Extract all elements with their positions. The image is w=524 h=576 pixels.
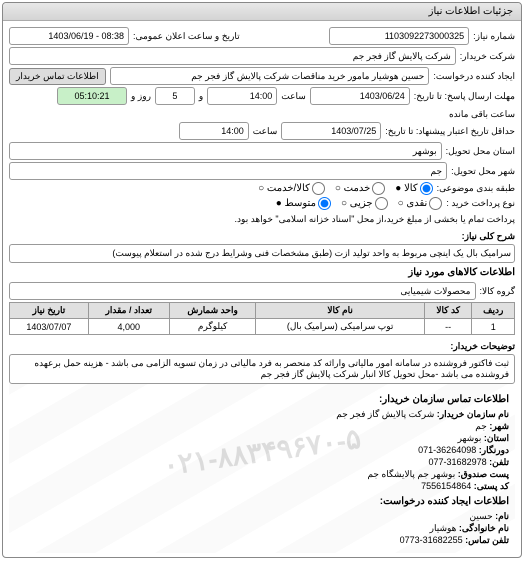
pay-medium[interactable]: متوسط ● <box>276 197 331 210</box>
group-label: گروه کالا: <box>480 286 515 297</box>
desc-label: شرح کلی نیاز: <box>462 231 515 242</box>
org-name-line: نام سازمان خریدار: شرکت پالایش گاز فجر ج… <box>15 409 509 420</box>
goods-title: اطلاعات کالاهای مورد نیاز <box>9 267 515 278</box>
deadline-date-field[interactable] <box>310 87 410 105</box>
validity-time-label: ساعت <box>253 126 278 137</box>
grouping-service[interactable]: خدمت ○ <box>335 182 385 195</box>
grouping-radios: کالا ● خدمت ○ کالا/خدمت ○ <box>258 182 433 195</box>
req-no-label: شماره نیاز: <box>473 31 515 42</box>
table-header-row: ردیف کد کالا نام کالا واحد شمارش تعداد /… <box>10 303 515 319</box>
city-field[interactable] <box>9 162 447 180</box>
col-name: نام کالا <box>256 303 424 319</box>
notes-box: ثبت فاکتور فروشنده در سامانه امور مالیات… <box>9 354 515 384</box>
notes-label: توضیحات خریدار: <box>450 341 515 352</box>
buyer-company-label: شرکت خریدار: <box>460 51 515 62</box>
creator-field[interactable] <box>110 67 430 85</box>
group-field[interactable] <box>9 282 476 300</box>
province-field[interactable] <box>9 142 442 160</box>
goods-table: ردیف کد کالا نام کالا واحد شمارش تعداد /… <box>9 302 515 335</box>
org-fax-line: دورنگار: 36264098-071 <box>15 445 509 456</box>
desc-box: سرامیک بال یک اینچی مربوط به واحد تولید … <box>9 244 515 263</box>
col-qty: تعداد / مقدار <box>88 303 169 319</box>
org-info-section: اطلاعات تماس سازمان خریدار: نام سازمان خ… <box>9 384 515 553</box>
creator-tel-line: تلفن تماس: 31682255-0773 <box>15 535 509 546</box>
cell-code: -- <box>424 319 472 335</box>
panel-body: شماره نیاز: تاریخ و ساعت اعلان عمومی: شر… <box>3 21 521 557</box>
col-unit: واحد شمارش <box>169 303 256 319</box>
days-field[interactable] <box>155 87 195 105</box>
grouping-goods[interactable]: کالا ● <box>395 182 432 195</box>
org-province-line: استان: بوشهر <box>15 433 509 444</box>
cell-date: 1403/07/07 <box>10 319 89 335</box>
cell-idx: 1 <box>472 319 515 335</box>
org-postbox-line: پست صندوق: بوشهر جم پالایشگاه جم <box>15 469 509 480</box>
cell-qty: 4,000 <box>88 319 169 335</box>
details-panel: جزئیات اطلاعات نیاز شماره نیاز: تاریخ و … <box>2 2 522 558</box>
pay-radios: نقدی ○ جزیی ○ متوسط ● <box>276 197 443 210</box>
validity-time-field[interactable] <box>179 122 249 140</box>
grouping-both[interactable]: کالا/خدمت ○ <box>258 182 325 195</box>
org-postcode-line: کد پستی: 7556154864 <box>15 481 509 492</box>
announce-field[interactable] <box>9 27 129 45</box>
announce-label: تاریخ و ساعت اعلان عمومی: <box>133 31 240 42</box>
days-label: روز و <box>131 91 151 102</box>
deadline-label: مهلت ارسال پاسخ: تا تاریخ: <box>414 91 515 102</box>
pay-cash[interactable]: نقدی ○ <box>398 197 443 210</box>
pay-note: پرداخت تمام یا بخشی از مبلغ خرید،از محل … <box>235 214 515 225</box>
buyer-company-field[interactable] <box>9 47 456 65</box>
col-date: تاریخ نیاز <box>10 303 89 319</box>
pay-partial[interactable]: جزیی ○ <box>341 197 388 210</box>
deadline-time-field[interactable] <box>207 87 277 105</box>
col-row: ردیف <box>472 303 515 319</box>
creator-label: ایجاد کننده درخواست: <box>433 71 515 82</box>
city-label: شهر محل تحویل: <box>451 166 515 177</box>
and-label: و <box>199 91 203 102</box>
pay-label: نوع پرداخت خرید : <box>446 198 515 209</box>
remaining-label: ساعت باقی مانده <box>449 109 515 120</box>
cell-name: توپ سرامیکی (سرامیک بال) <box>256 319 424 335</box>
validity-date-field[interactable] <box>281 122 381 140</box>
org-tel-line: تلفن: 31682978-077 <box>15 457 509 468</box>
validity-label: حداقل تاریخ اعتبار پیشنهاد: تا تاریخ: <box>385 126 515 137</box>
req-no-field[interactable] <box>329 27 469 45</box>
cell-unit: کیلوگرم <box>169 319 256 335</box>
grouping-label: طبقه بندی موضوعی: <box>437 183 515 194</box>
creator-title: اطلاعات ایجاد کننده درخواست: <box>15 496 509 507</box>
org-city-line: شهر: جم <box>15 421 509 432</box>
province-label: استان محل تحویل: <box>446 146 515 157</box>
creator-fname-line: نام: حسین <box>15 511 509 522</box>
buyer-contact-button[interactable]: اطلاعات تماس خریدار <box>9 68 106 85</box>
deadline-time-label: ساعت <box>281 91 306 102</box>
panel-title: جزئیات اطلاعات نیاز <box>3 3 521 21</box>
col-code: کد کالا <box>424 303 472 319</box>
countdown-field <box>57 87 127 105</box>
org-title: اطلاعات تماس سازمان خریدار: <box>15 394 509 405</box>
creator-lname-line: نام خانوادگی: هوشیار <box>15 523 509 534</box>
table-row[interactable]: 1 -- توپ سرامیکی (سرامیک بال) کیلوگرم 4,… <box>10 319 515 335</box>
